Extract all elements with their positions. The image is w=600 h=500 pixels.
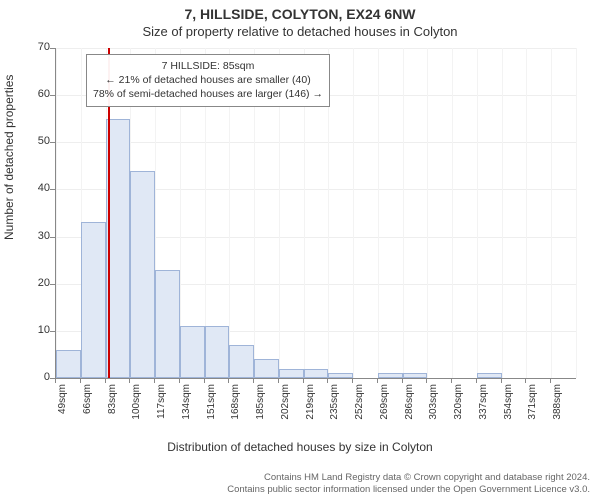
y-tick-label: 40	[5, 182, 50, 194]
x-tick-label: 269sqm	[379, 384, 390, 434]
histogram-bar	[279, 369, 304, 378]
histogram-bar	[81, 222, 106, 378]
histogram-bar	[403, 373, 428, 378]
gridline	[56, 142, 576, 143]
x-tick-label: 235sqm	[329, 384, 340, 434]
x-tick-mark	[327, 378, 328, 383]
histogram-bar	[130, 171, 155, 378]
x-tick-label: 151sqm	[206, 384, 217, 434]
vgridline	[378, 48, 379, 378]
footer-text: Contains HM Land Registry data © Crown c…	[227, 472, 590, 496]
x-tick-label: 337sqm	[478, 384, 489, 434]
x-tick-label: 168sqm	[230, 384, 241, 434]
x-tick-label: 83sqm	[107, 384, 118, 434]
x-tick-label: 117sqm	[156, 384, 167, 434]
x-tick-label: 371sqm	[527, 384, 538, 434]
vgridline	[403, 48, 404, 378]
x-tick-label: 303sqm	[428, 384, 439, 434]
x-tick-label: 49sqm	[57, 384, 68, 434]
chart-title: 7, HILLSIDE, COLYTON, EX24 6NW	[0, 6, 600, 22]
x-tick-mark	[154, 378, 155, 383]
y-tick-mark	[50, 95, 55, 96]
x-axis-label: Distribution of detached houses by size …	[0, 440, 600, 454]
footer-line1: Contains HM Land Registry data © Crown c…	[227, 472, 590, 484]
x-tick-mark	[476, 378, 477, 383]
y-tick-mark	[50, 331, 55, 332]
y-tick-label: 10	[5, 324, 50, 336]
y-tick-mark	[50, 142, 55, 143]
x-tick-mark	[426, 378, 427, 383]
gridline	[56, 48, 576, 49]
x-tick-mark	[80, 378, 81, 383]
annotation-line3: 78% of semi-detached houses are larger (…	[93, 87, 323, 101]
histogram-bar	[155, 270, 180, 378]
histogram-bar	[254, 359, 279, 378]
y-tick-mark	[50, 48, 55, 49]
x-tick-label: 320sqm	[453, 384, 464, 434]
chart-container: 7, HILLSIDE, COLYTON, EX24 6NW Size of p…	[0, 0, 600, 500]
x-tick-mark	[377, 378, 378, 383]
x-tick-mark	[179, 378, 180, 383]
vgridline	[427, 48, 428, 378]
y-tick-mark	[50, 189, 55, 190]
x-tick-mark	[105, 378, 106, 383]
x-tick-label: 354sqm	[503, 384, 514, 434]
plot-area: 7 HILLSIDE: 85sqm ← 21% of detached hous…	[55, 48, 576, 379]
x-tick-mark	[278, 378, 279, 383]
x-tick-label: 202sqm	[280, 384, 291, 434]
histogram-bar	[304, 369, 329, 378]
vgridline	[576, 48, 577, 378]
footer-line2: Contains public sector information licen…	[227, 484, 590, 496]
vgridline	[477, 48, 478, 378]
x-tick-mark	[501, 378, 502, 383]
x-tick-label: 388sqm	[552, 384, 563, 434]
annotation-line1: 7 HILLSIDE: 85sqm	[93, 59, 323, 73]
x-tick-label: 185sqm	[255, 384, 266, 434]
x-tick-mark	[253, 378, 254, 383]
histogram-bar	[56, 350, 81, 378]
y-tick-mark	[50, 284, 55, 285]
y-tick-mark	[50, 237, 55, 238]
x-tick-mark	[525, 378, 526, 383]
x-tick-label: 100sqm	[131, 384, 142, 434]
histogram-bar	[328, 373, 353, 378]
vgridline	[56, 48, 57, 378]
x-tick-label: 134sqm	[181, 384, 192, 434]
x-tick-label: 252sqm	[354, 384, 365, 434]
x-tick-mark	[451, 378, 452, 383]
x-tick-mark	[228, 378, 229, 383]
vgridline	[551, 48, 552, 378]
y-tick-label: 70	[5, 41, 50, 53]
histogram-bar	[229, 345, 254, 378]
x-tick-mark	[204, 378, 205, 383]
annotation-line2: ← 21% of detached houses are smaller (40…	[93, 73, 323, 87]
chart-subtitle: Size of property relative to detached ho…	[0, 24, 600, 39]
x-tick-label: 286sqm	[404, 384, 415, 434]
x-tick-label: 219sqm	[305, 384, 316, 434]
vgridline	[452, 48, 453, 378]
y-tick-label: 50	[5, 135, 50, 147]
x-tick-mark	[303, 378, 304, 383]
y-tick-label: 20	[5, 277, 50, 289]
histogram-bar	[477, 373, 502, 378]
x-tick-mark	[550, 378, 551, 383]
x-tick-mark	[129, 378, 130, 383]
histogram-bar	[180, 326, 205, 378]
histogram-bar	[205, 326, 230, 378]
vgridline	[502, 48, 503, 378]
y-tick-label: 30	[5, 230, 50, 242]
x-tick-mark	[55, 378, 56, 383]
vgridline	[526, 48, 527, 378]
x-tick-label: 66sqm	[82, 384, 93, 434]
vgridline	[353, 48, 354, 378]
y-tick-label: 60	[5, 88, 50, 100]
annotation-box: 7 HILLSIDE: 85sqm ← 21% of detached hous…	[86, 54, 330, 107]
y-tick-label: 0	[5, 371, 50, 383]
histogram-bar	[378, 373, 403, 378]
x-tick-mark	[352, 378, 353, 383]
x-tick-mark	[402, 378, 403, 383]
